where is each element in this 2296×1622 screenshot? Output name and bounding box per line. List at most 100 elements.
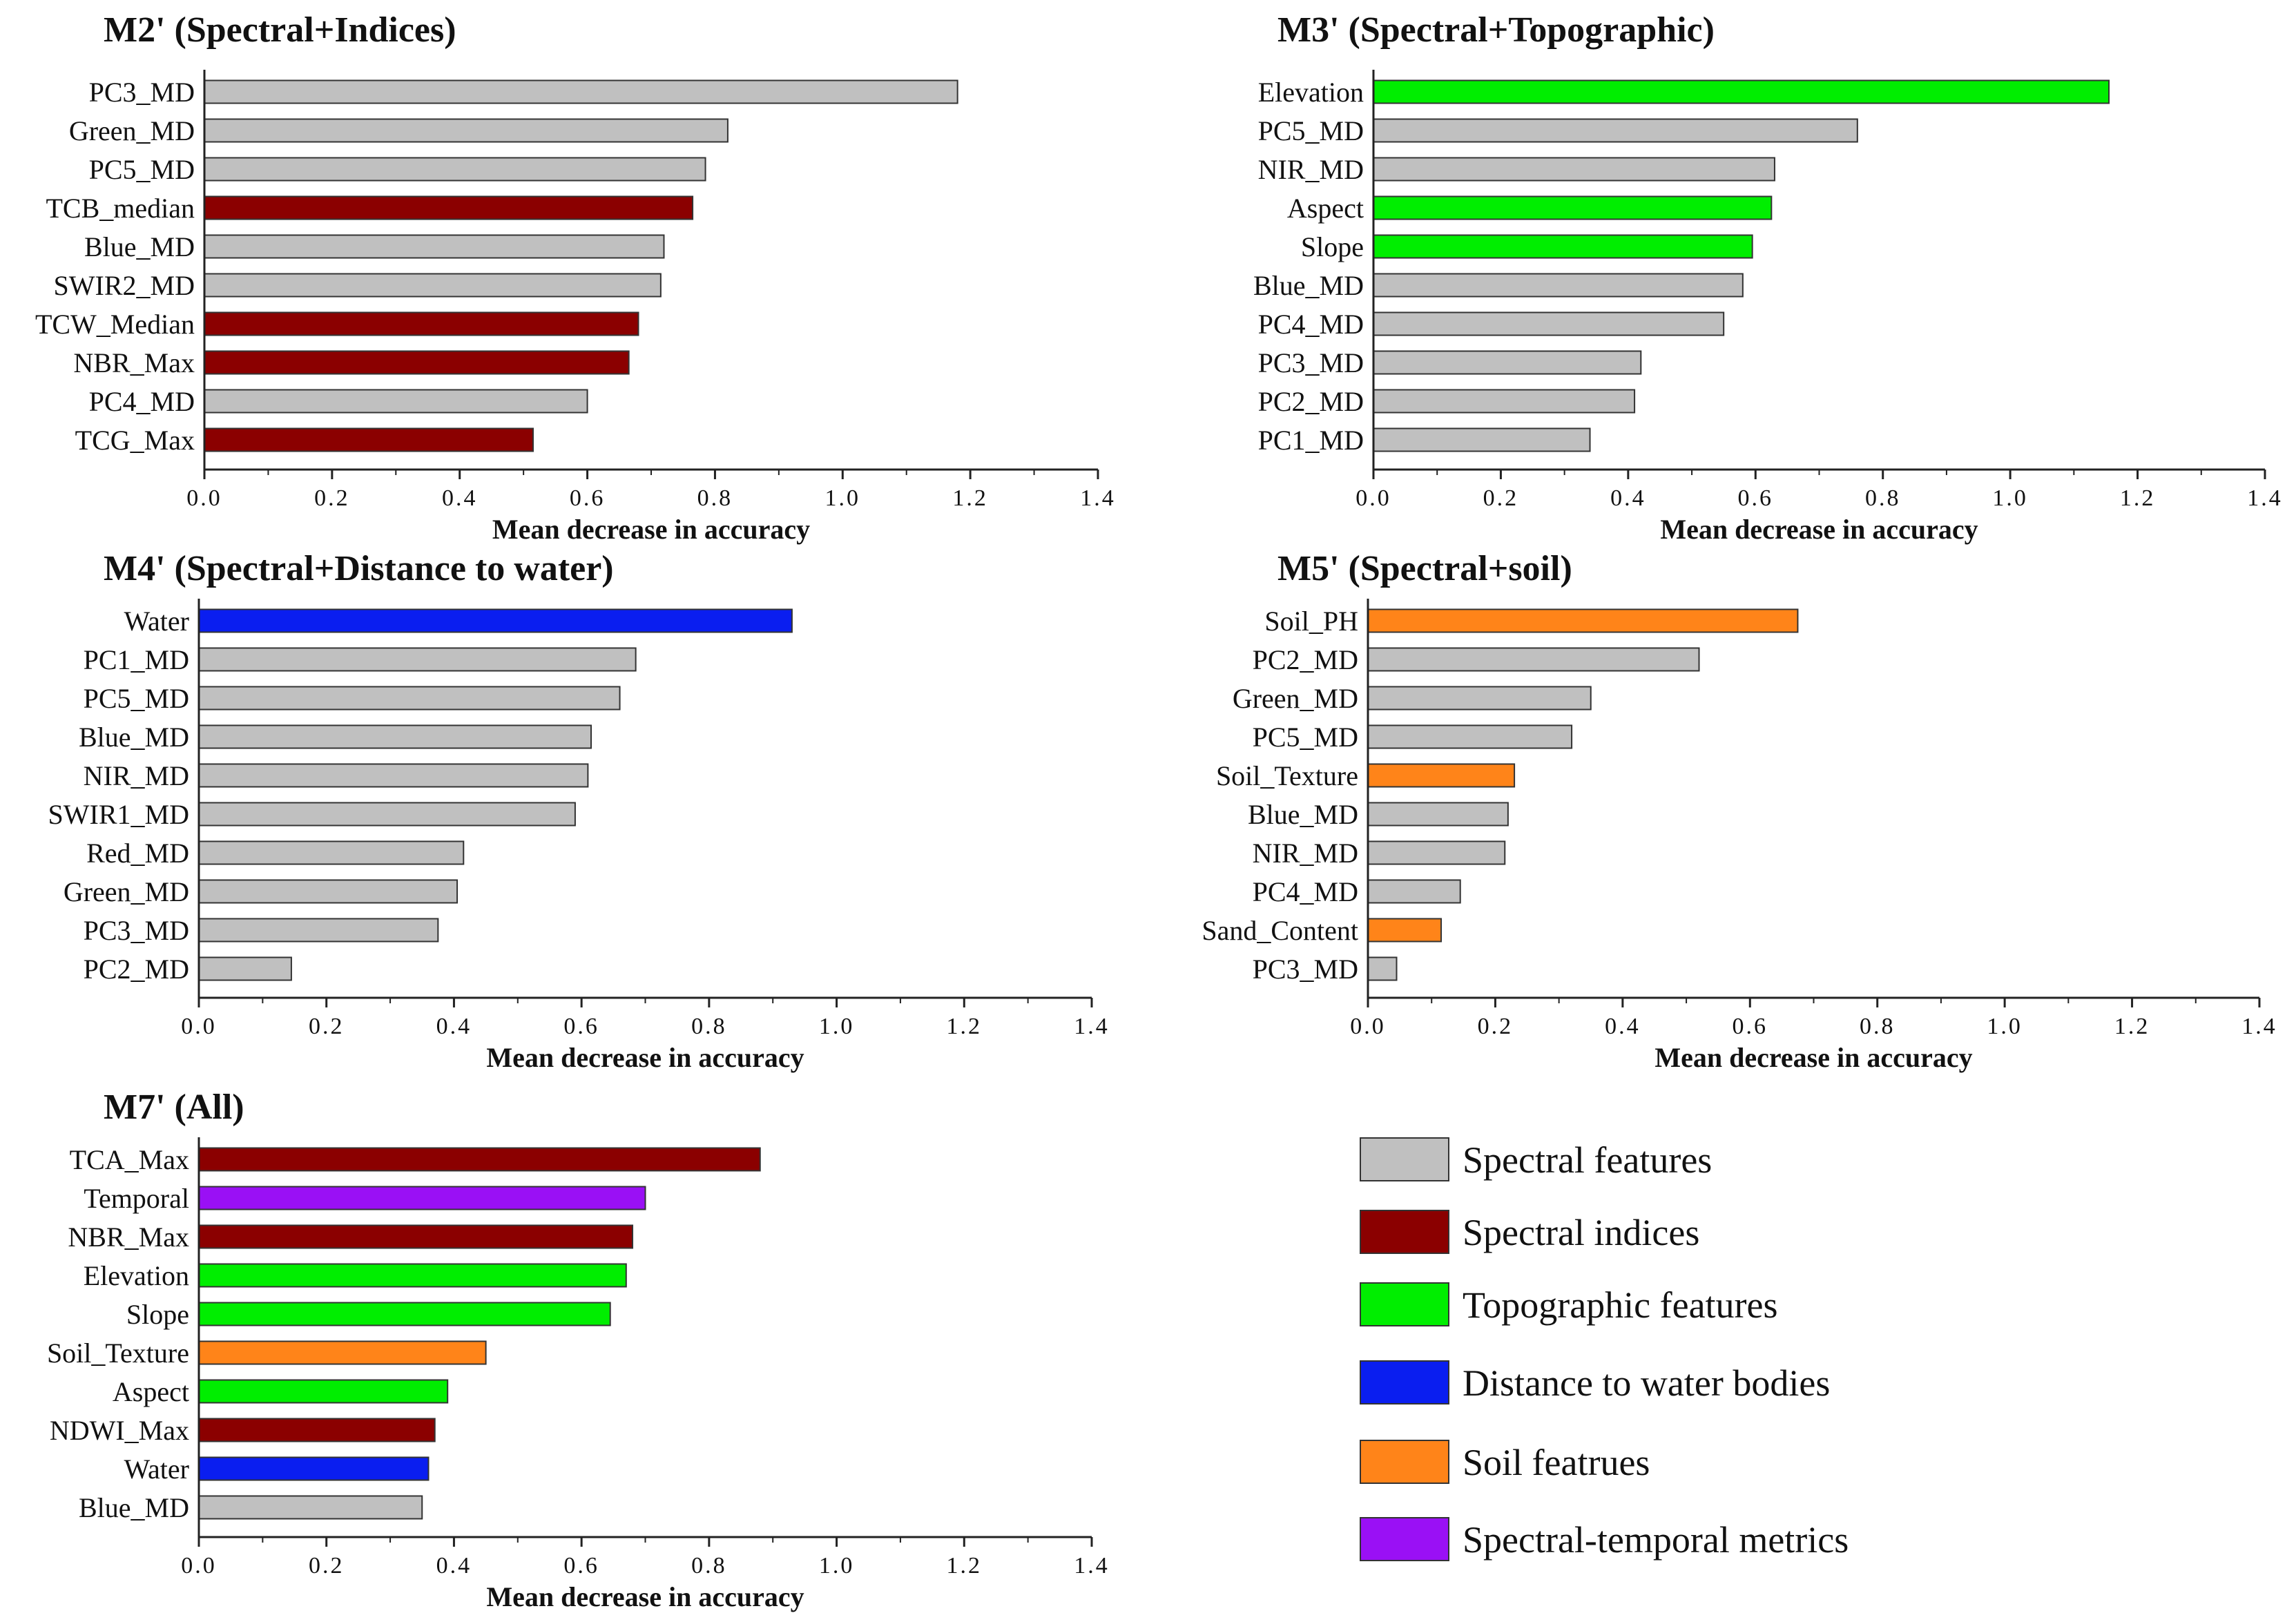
category-label: PC3_MD	[1253, 954, 1358, 985]
legend-item-soil: Soil featrues	[1360, 1440, 1650, 1484]
x-tick-label: 0.2	[1478, 1014, 1514, 1039]
x-axis-label: Mean decrease in accuracy	[486, 1042, 804, 1073]
bar	[1367, 724, 1573, 749]
x-tick-label: 0.0	[181, 1014, 217, 1039]
bar	[198, 918, 439, 943]
x-tick-label: 0.2	[309, 1553, 345, 1578]
category-label: PC2_MD	[1258, 386, 1364, 417]
legend-label: Spectral features	[1463, 1139, 1712, 1181]
x-tick-label: 0.6	[1733, 1014, 1768, 1039]
category-label: PC4_MD	[1253, 876, 1358, 907]
legend-swatch	[1360, 1137, 1449, 1181]
bar	[198, 763, 589, 788]
legend-label: Distance to water bodies	[1463, 1362, 1830, 1404]
chart-panel-4: M5' (Spectral+soil) Soil_PH PC2_MD Green_MD…	[1202, 549, 2275, 1073]
bar	[204, 427, 534, 452]
x-tick-label: 0.6	[563, 1014, 599, 1039]
legend-label: Soil featrues	[1463, 1442, 1650, 1483]
bar	[198, 879, 459, 904]
bar	[204, 311, 639, 336]
category-label: PC5_MD	[84, 683, 189, 714]
legend-swatch	[1360, 1210, 1449, 1254]
x-tick-label: 1.2	[947, 1014, 983, 1039]
x-tick-label: 0.2	[309, 1014, 345, 1039]
category-label: Blue_MD	[1248, 799, 1358, 830]
legend-item-spectral: Spectral features	[1360, 1137, 1712, 1181]
legend-item-water: Distance to water bodies	[1360, 1360, 1830, 1404]
x-tick-label: 1.2	[2114, 1014, 2150, 1039]
category-label: TCB_median	[46, 193, 195, 224]
bar	[1373, 79, 2110, 104]
x-tick-label: 1.0	[825, 485, 861, 511]
bar	[1367, 608, 1799, 633]
bar	[1373, 234, 1753, 259]
x-tick-label: 0.6	[570, 485, 606, 511]
legend-label: Spectral-temporal metrics	[1463, 1519, 1849, 1561]
x-tick-label: 0.4	[436, 1014, 472, 1039]
bar	[198, 686, 621, 711]
x-tick-label: 0.6	[1738, 485, 1774, 511]
x-tick-label: 1.4	[1074, 1014, 1110, 1039]
category-label: Blue_MD	[1253, 270, 1364, 301]
x-tick-label: 1.2	[952, 485, 988, 511]
x-axis-label: Mean decrease in accuracy	[492, 514, 810, 545]
category-label: PC4_MD	[1258, 309, 1364, 340]
x-tick-label: 0.2	[1483, 485, 1519, 511]
bar	[1367, 647, 1700, 672]
bar	[204, 157, 706, 182]
category-label: SWIR2_MD	[54, 270, 195, 301]
bar	[1367, 840, 1506, 865]
x-tick-label: 0.0	[1350, 1014, 1386, 1039]
bar	[198, 724, 592, 749]
x-tick-label: 1.0	[819, 1014, 855, 1039]
bar	[198, 956, 292, 981]
category-label: Temporal	[84, 1183, 189, 1214]
bar	[1367, 686, 1592, 711]
x-tick-label: 0.4	[1605, 1014, 1641, 1039]
bar	[1367, 918, 1443, 943]
bar	[1367, 763, 1516, 788]
legend: Spectral features Spectral indices Topogra…	[1360, 1137, 1849, 1561]
category-label: Blue_MD	[79, 722, 189, 753]
x-axis-label: Mean decrease in accuracy	[486, 1581, 804, 1612]
category-label: Soil_Texture	[1216, 760, 1358, 791]
x-tick-label: 0.2	[314, 485, 350, 511]
category-label: PC5_MD	[1253, 722, 1358, 753]
legend-swatch	[1360, 1282, 1449, 1326]
x-tick-label: 1.2	[2120, 485, 2156, 511]
chart-panel-5: M7' (All) TCA_Max Temporal NBR_Max Elevation…	[47, 1088, 1108, 1612]
bar	[1373, 311, 1725, 336]
category-label: Blue_MD	[84, 231, 195, 262]
chart-panel-3: M4' (Spectral+Distance to water) Water PC1…	[48, 549, 1110, 1073]
bar	[198, 1495, 423, 1520]
category-label: Aspect	[113, 1376, 189, 1407]
category-label: PC4_MD	[89, 386, 195, 417]
x-tick-label: 0.6	[563, 1553, 599, 1578]
chart-title: M4' (Spectral+Distance to water)	[104, 549, 614, 588]
legend-swatch	[1360, 1440, 1449, 1484]
x-tick-label: 0.8	[691, 1553, 727, 1578]
bar	[198, 1147, 761, 1172]
category-label: PC3_MD	[89, 77, 195, 108]
category-label: Red_MD	[86, 838, 189, 869]
x-tick-label: 0.0	[186, 485, 222, 511]
bar	[204, 79, 958, 104]
category-label: NIR_MD	[84, 760, 189, 791]
category-label: PC5_MD	[89, 154, 195, 185]
category-label: TCG_Max	[75, 425, 195, 456]
category-label: PC3_MD	[84, 915, 189, 946]
bar	[1367, 802, 1509, 827]
bar	[204, 350, 630, 375]
category-label: Elevation	[84, 1260, 189, 1291]
bar	[204, 273, 662, 298]
category-label: Water	[124, 1454, 190, 1485]
bar	[198, 1379, 449, 1404]
bar	[198, 1456, 430, 1481]
category-label: Elevation	[1258, 77, 1364, 108]
category-label: Soil_PH	[1264, 606, 1358, 637]
category-label: Slope	[126, 1299, 189, 1330]
bar	[1373, 389, 1636, 414]
legend-item-indices: Spectral indices	[1360, 1210, 1699, 1254]
x-tick-label: 0.8	[697, 485, 733, 511]
